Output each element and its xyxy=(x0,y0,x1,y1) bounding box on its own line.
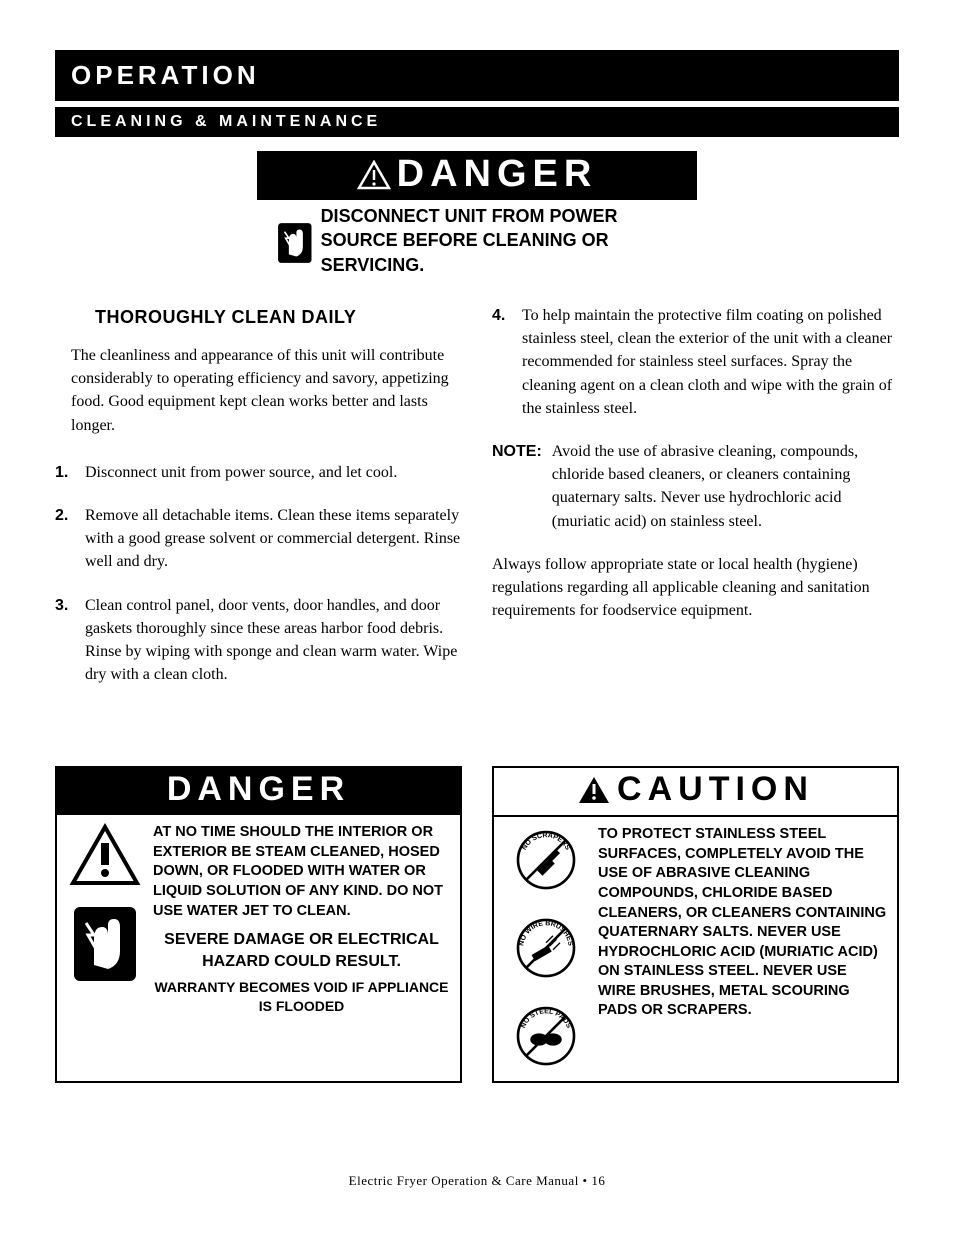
left-column: THOROUGHLY CLEAN DAILY The cleanliness a… xyxy=(55,304,462,706)
caution-box-label: CAUTION xyxy=(617,770,814,809)
step-text: Clean control panel, door vents, door ha… xyxy=(85,594,462,687)
step-item: 2.Remove all detachable items. Clean the… xyxy=(55,504,462,574)
danger-top: DANGER DISCONNECT UNIT FROM POWER SOURCE… xyxy=(257,151,697,282)
step-number: 4. xyxy=(492,304,514,420)
svg-text:NO STEEL PADS: NO STEEL PADS xyxy=(520,1009,572,1030)
step-number: 3. xyxy=(55,594,77,687)
follow-paragraph: Always follow appropriate state or local… xyxy=(492,553,899,623)
danger-box-p1: AT NO TIME SHOULD THE INTERIOR OR EXTERI… xyxy=(153,823,450,921)
step-item: 4.To help maintain the protective film c… xyxy=(492,304,899,420)
step-text: To help maintain the protective film coa… xyxy=(522,304,899,420)
caution-box: CAUTION NO SCRAPERS NO WIR xyxy=(492,766,899,1083)
electric-hand-icon xyxy=(277,204,313,282)
danger-box-p3: WARRANTY BECOMES VOID IF APPLIANCE IS FL… xyxy=(153,978,450,1016)
caution-box-header: CAUTION xyxy=(494,768,897,817)
page-subheader: CLEANING & MAINTENANCE xyxy=(55,107,899,137)
step-number: 1. xyxy=(55,461,77,484)
step-text: Remove all detachable items. Clean these… xyxy=(85,504,462,574)
note-text: Avoid the use of abrasive cleaning, comp… xyxy=(552,440,899,533)
no-wire-brushes-icon: NO WIRE BRUSHES xyxy=(511,913,581,983)
danger-box: DANGER AT NO TIME SHOULD THE INTERIOR OR… xyxy=(55,766,462,1083)
warning-triangle-icon xyxy=(577,775,611,805)
page-header: OPERATION xyxy=(55,50,899,101)
step-text: Disconnect unit from power source, and l… xyxy=(85,461,397,484)
note-label: NOTE: xyxy=(492,440,542,533)
caution-box-text: TO PROTECT STAINLESS STEEL SURFACES, COM… xyxy=(598,825,887,1071)
danger-box-text: AT NO TIME SHOULD THE INTERIOR OR EXTERI… xyxy=(153,823,450,1016)
danger-box-label: DANGER xyxy=(167,770,350,809)
danger-top-label: DANGER xyxy=(397,153,598,196)
warning-triangle-icon xyxy=(69,823,141,887)
electric-hand-icon xyxy=(72,905,138,983)
no-steel-pads-icon: NO STEEL PADS xyxy=(511,1001,581,1071)
danger-top-label-bar: DANGER xyxy=(257,151,697,200)
step-number: 2. xyxy=(55,504,77,574)
no-scrapers-icon: NO SCRAPERS xyxy=(511,825,581,895)
danger-top-text: DISCONNECT UNIT FROM POWER SOURCE BEFORE… xyxy=(321,204,697,277)
section-title: THOROUGHLY CLEAN DAILY xyxy=(95,304,462,330)
right-column: 4.To help maintain the protective film c… xyxy=(492,304,899,706)
warning-boxes: DANGER AT NO TIME SHOULD THE INTERIOR OR… xyxy=(55,766,899,1083)
content-columns: THOROUGHLY CLEAN DAILY The cleanliness a… xyxy=(55,304,899,706)
danger-box-header: DANGER xyxy=(57,768,460,815)
danger-box-p2: SEVERE DAMAGE OR ELECTRICAL HAZARD COULD… xyxy=(153,929,450,972)
note-block: NOTE: Avoid the use of abrasive cleaning… xyxy=(492,440,899,533)
step-item: 1. Disconnect unit from power source, and… xyxy=(55,461,462,484)
intro-paragraph: The cleanliness and appearance of this u… xyxy=(71,344,462,437)
page-footer: Electric Fryer Operation & Care Manual •… xyxy=(55,1173,899,1189)
svg-text:NO SCRAPERS: NO SCRAPERS xyxy=(521,833,571,853)
step-item: 3.Clean control panel, door vents, door … xyxy=(55,594,462,687)
warning-triangle-icon xyxy=(357,160,391,190)
